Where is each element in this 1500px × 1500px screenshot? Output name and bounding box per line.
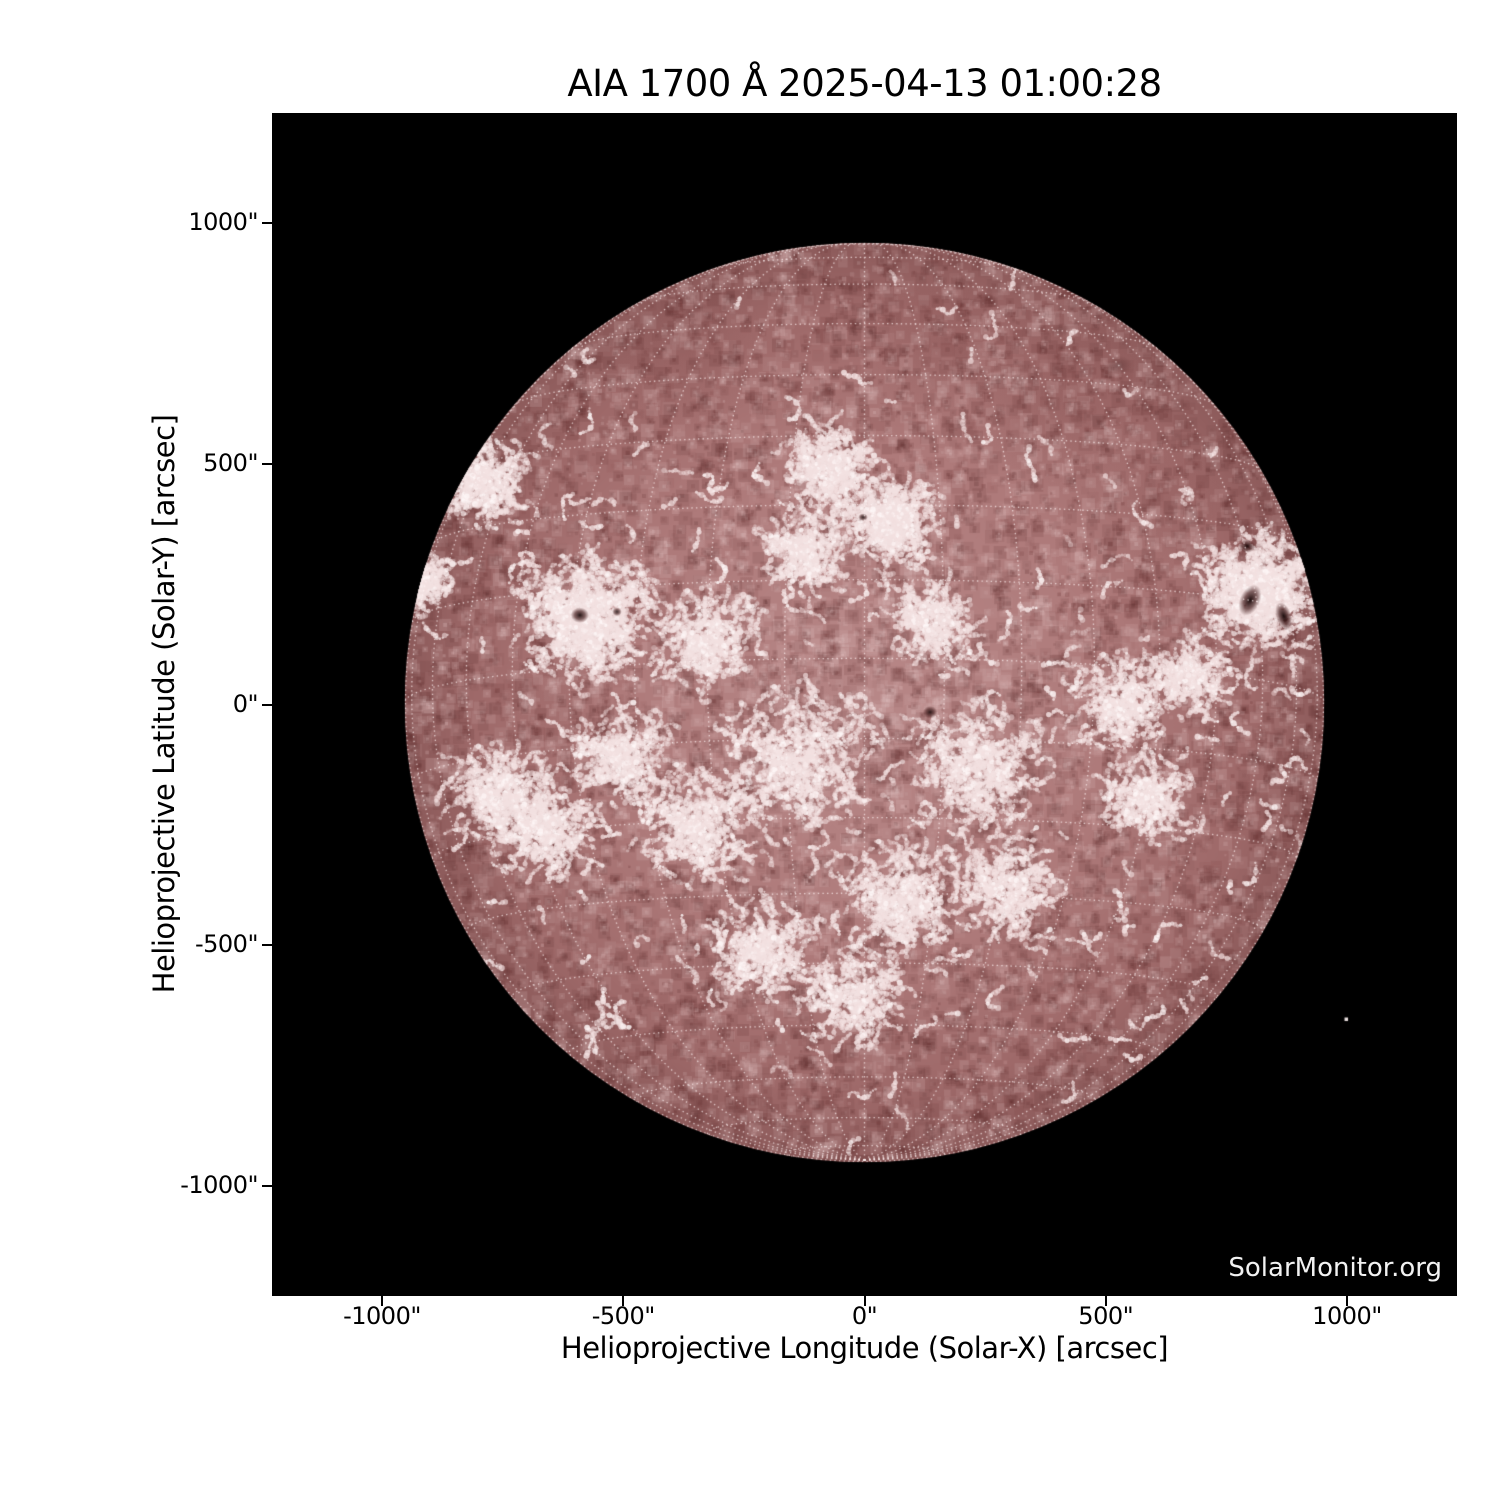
y-tick-label: 1000" [188,207,258,236]
watermark: SolarMonitor.org [1228,1253,1442,1283]
y-tick-label: -1000" [180,1171,258,1200]
x-tick-mark [1345,1296,1348,1306]
y-tick-mark [262,1185,272,1188]
x-tick-mark [1104,1296,1107,1306]
x-tick-label: -1000" [343,1302,421,1330]
y-tick-mark [262,221,272,224]
x-tick-mark [863,1296,866,1306]
y-tick-mark [262,944,272,947]
solar-disk-image [272,113,1457,1296]
x-tick-mark [622,1296,625,1306]
figure-title: AIA 1700 Å 2025-04-13 01:00:28 [567,62,1162,105]
x-tick-mark [381,1296,383,1306]
y-tick-mark [262,462,272,465]
x-tick-label: -500" [591,1302,656,1330]
y-tick-label: 0" [232,689,259,718]
x-tick-label: 1000" [1312,1302,1382,1330]
y-tick-label: 500" [203,448,258,477]
plot-area [272,113,1457,1296]
y-tick-mark [262,703,272,706]
x-tick-label: 0" [851,1302,878,1330]
y-tick-label: -500" [194,930,259,959]
x-tick-label: 500" [1078,1302,1134,1330]
x-axis-label: Helioprojective Longitude (Solar-X) [arc… [560,1331,1169,1365]
